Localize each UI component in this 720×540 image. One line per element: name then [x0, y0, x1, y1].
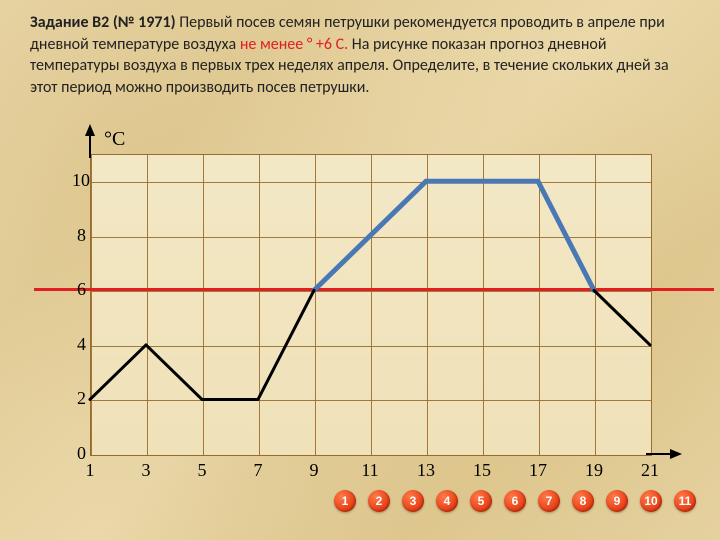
answer-circle: 8 [572, 490, 594, 512]
answer-circle: 10 [640, 490, 662, 512]
x-tick-label: 17 [529, 460, 547, 481]
x-tick-label: 7 [254, 460, 263, 481]
y-tick-label: 6 [72, 279, 86, 300]
y-tick-label: 2 [72, 388, 86, 409]
answer-circle: 1 [334, 490, 356, 512]
answer-circle: 7 [538, 490, 560, 512]
y-tick-label: 8 [72, 225, 86, 246]
data-series [90, 154, 650, 454]
y-tick-label: 0 [72, 443, 86, 464]
answer-circle: 4 [436, 490, 458, 512]
x-tick-label: 5 [198, 460, 207, 481]
y-tick-label: 4 [72, 334, 86, 355]
answer-circle: 5 [470, 490, 492, 512]
x-tick-label: 21 [641, 460, 659, 481]
x-tick-label: 11 [361, 460, 378, 481]
y-axis-label: °С [104, 128, 125, 151]
answer-circle: 11 [674, 490, 696, 512]
answer-circle: 9 [606, 490, 628, 512]
x-tick-label: 1 [86, 460, 95, 481]
x-tick-label: 9 [310, 460, 319, 481]
x-tick-label: 13 [417, 460, 435, 481]
task-text: Задание B2 (№ 1971) Первый посев семян п… [30, 12, 690, 98]
answer-circle: 2 [368, 490, 390, 512]
answer-circle: 3 [402, 490, 424, 512]
task-prefix: Задание B2 (№ 1971) [30, 13, 176, 32]
x-tick-label: 3 [142, 460, 151, 481]
x-tick-label: 19 [585, 460, 603, 481]
temperature-chart: °С 1357911131517192124681001234567891011 [34, 130, 694, 510]
answer-circle: 6 [504, 490, 526, 512]
y-tick-label: 10 [72, 170, 86, 191]
x-tick-label: 15 [473, 460, 491, 481]
task-highlight: не менее ° +6 С. [240, 35, 348, 54]
